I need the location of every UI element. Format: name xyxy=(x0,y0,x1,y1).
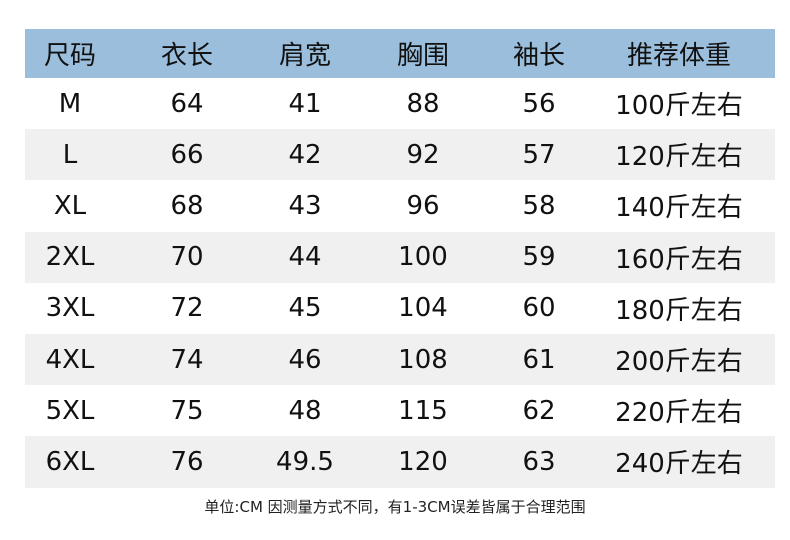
table-cell: 74 xyxy=(170,344,204,375)
table-cell: 41 xyxy=(288,88,322,119)
table-cell: 66 xyxy=(170,139,204,170)
table-row: 2XL 70 44 100 59 160斤左右 xyxy=(25,231,775,283)
table-cell: 56 xyxy=(522,88,556,119)
table-cell: 240斤左右 xyxy=(615,449,743,480)
table-row: XL 68 43 96 58 140斤左右 xyxy=(25,180,775,231)
table-cell: 2XL xyxy=(45,242,95,273)
table-cell: 58 xyxy=(522,190,556,221)
table-row: 4XL 74 46 108 61 200斤左右 xyxy=(25,333,775,386)
table-cell: 45 xyxy=(288,293,322,324)
table-row: 3XL 72 45 104 60 180斤左右 xyxy=(25,283,775,334)
column-header: 胸围 xyxy=(396,41,449,71)
table-row: M 64 41 88 56 100斤左右 xyxy=(25,78,775,129)
table-cell: 5XL xyxy=(45,395,95,426)
table-cell: 200斤左右 xyxy=(615,347,743,378)
table-cell: 57 xyxy=(522,139,556,170)
table-cell: 48 xyxy=(288,395,322,426)
table-cell: M xyxy=(58,88,82,119)
table-cell: 92 xyxy=(406,139,440,170)
column-header: 推荐体重 xyxy=(626,41,731,71)
table-cell: 180斤左右 xyxy=(615,295,743,326)
table-cell: 6XL xyxy=(45,446,95,477)
table-cell: 42 xyxy=(288,139,322,170)
table-cell: 104 xyxy=(398,293,448,324)
table-cell: 62 xyxy=(522,395,556,426)
table-cell: 4XL xyxy=(45,344,95,375)
size-chart-table: 尺码 衣长 肩宽 胸围 袖长 推荐体重 M 64 41 88 56 100斤左右 L 66 42 92 57 12… xyxy=(25,29,775,488)
table-cell: 3XL xyxy=(45,293,95,324)
table-cell: 96 xyxy=(406,190,440,221)
table-cell: 140斤左右 xyxy=(615,193,743,224)
table-cell: 44 xyxy=(288,242,322,273)
table-cell: 61 xyxy=(522,344,556,375)
table-cell: 115 xyxy=(398,395,448,426)
table-cell: 63 xyxy=(522,446,556,477)
footer-note: 单位:CM 因测量方式不同，有1-3CM误差皆属于合理范围 xyxy=(204,498,586,516)
column-header: 肩宽 xyxy=(278,41,331,71)
table-cell: 100斤左右 xyxy=(615,91,743,122)
table-row: 5XL 75 48 115 62 220斤左右 xyxy=(25,385,775,436)
table-cell: L xyxy=(62,139,78,170)
table-cell: XL xyxy=(53,190,87,221)
table-cell: 59 xyxy=(522,242,556,273)
table-cell: 100 xyxy=(398,242,448,273)
table-cell: 76 xyxy=(170,446,204,477)
table-cell: 108 xyxy=(398,344,448,375)
table-cell: 43 xyxy=(288,190,322,221)
header-row: 尺码 衣长 肩宽 胸围 袖长 推荐体重 xyxy=(25,29,775,78)
table-cell: 70 xyxy=(170,242,204,273)
table-row: L 66 42 92 57 120斤左右 xyxy=(25,129,775,181)
table-cell: 46 xyxy=(288,344,322,375)
table-cell: 49.5 xyxy=(276,446,334,477)
table-cell: 120 xyxy=(398,446,448,477)
table-cell: 120斤左右 xyxy=(615,142,743,173)
table-cell: 64 xyxy=(170,88,204,119)
column-header: 袖长 xyxy=(512,41,565,71)
table-row: 6XL 76 49.5 120 63 240斤左右 xyxy=(25,436,775,488)
table-cell: 160斤左右 xyxy=(615,244,743,275)
table-cell: 60 xyxy=(522,293,556,324)
column-header: 衣长 xyxy=(160,41,213,71)
table-cell: 75 xyxy=(170,395,204,426)
table-cell: 72 xyxy=(170,293,204,324)
table-cell: 220斤左右 xyxy=(615,398,743,429)
table-cell: 68 xyxy=(170,190,204,221)
column-header: 尺码 xyxy=(43,41,96,71)
table-cell: 88 xyxy=(406,88,440,119)
